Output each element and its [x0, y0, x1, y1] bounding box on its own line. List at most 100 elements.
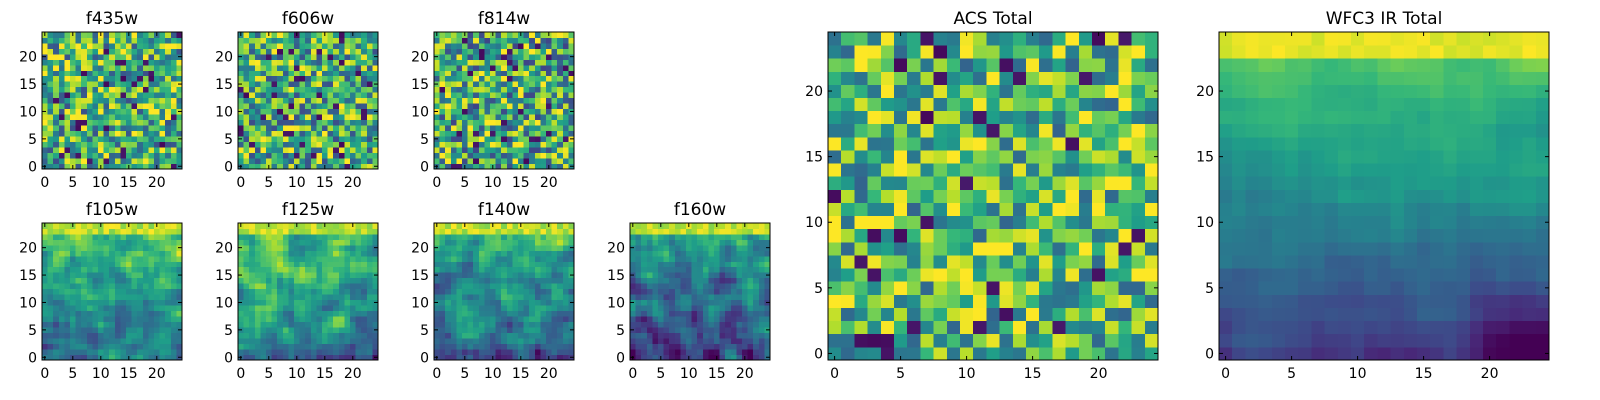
y-tick-label: 10	[411, 295, 429, 311]
heatmap-cell	[42, 283, 48, 290]
heatmap-cell	[854, 307, 868, 322]
heatmap-cell	[81, 316, 88, 323]
heatmap-cell	[42, 158, 48, 164]
heatmap-cell	[294, 108, 300, 115]
heatmap-cell	[445, 349, 452, 355]
heatmap-cell	[58, 97, 65, 104]
heatmap-cell	[165, 130, 172, 137]
heatmap-cell	[142, 244, 149, 251]
heatmap-cell	[310, 223, 317, 229]
heatmap-cell	[92, 136, 99, 142]
heatmap-cell	[841, 176, 855, 190]
heatmap-cell	[355, 233, 362, 240]
heatmap-cell	[372, 125, 379, 132]
heatmap-cell	[120, 272, 127, 279]
heatmap-cell	[551, 70, 558, 77]
heatmap-cell	[551, 48, 558, 55]
heatmap-cell	[512, 86, 519, 93]
heatmap-cell	[439, 75, 446, 82]
heatmap-cell	[907, 307, 921, 322]
heatmap-cell	[277, 327, 284, 333]
heatmap-cell	[170, 250, 177, 257]
heatmap-cell	[546, 86, 552, 93]
heatmap-cell	[841, 189, 855, 203]
heatmap-cell	[176, 288, 183, 295]
heatmap-cell	[120, 32, 127, 38]
heatmap-cell	[568, 64, 575, 71]
heatmap-cell	[148, 81, 155, 88]
heatmap-cell	[81, 92, 88, 99]
heatmap-cell	[238, 158, 244, 164]
heatmap-cell	[512, 272, 519, 279]
heatmap-cell	[467, 136, 474, 142]
heatmap-cell	[294, 272, 300, 279]
heatmap-cell	[1092, 163, 1106, 177]
heatmap-cell	[103, 255, 110, 262]
heatmap-cell	[366, 255, 373, 262]
heatmap-cell	[142, 147, 149, 153]
heatmap-cell	[271, 250, 278, 257]
heatmap-cell	[1105, 320, 1119, 335]
heatmap-cell	[557, 244, 564, 251]
heatmap-cell	[154, 305, 160, 312]
heatmap-cell	[271, 70, 278, 77]
heatmap-cell	[506, 239, 513, 246]
panel-title: f814w	[478, 9, 530, 29]
heatmap-cell	[81, 86, 88, 93]
heatmap-cell	[260, 125, 267, 132]
heatmap-cell	[305, 70, 312, 77]
heatmap-cell	[501, 233, 508, 240]
heatmap-cell	[708, 277, 715, 284]
heatmap-cell	[154, 294, 160, 301]
heatmap-cell	[70, 261, 76, 268]
heatmap-cell	[243, 239, 250, 246]
heatmap-cell	[86, 343, 93, 350]
heatmap-cell	[310, 141, 317, 148]
heatmap-cell	[646, 294, 653, 301]
heatmap-cell	[473, 119, 480, 126]
heatmap-cell	[64, 53, 71, 60]
heatmap-cell	[557, 158, 564, 164]
heatmap-cell	[170, 152, 177, 159]
heatmap-cell	[70, 86, 76, 93]
heatmap-cell	[120, 48, 127, 55]
heatmap-cell	[70, 272, 76, 279]
heatmap-cell	[1052, 255, 1066, 269]
heatmap-cell	[534, 255, 541, 262]
x-tick-label: 20	[540, 175, 558, 191]
heatmap-cell	[98, 114, 104, 121]
heatmap-cell	[1105, 307, 1119, 322]
heatmap-cell	[249, 141, 256, 148]
heatmap-cell	[366, 92, 373, 99]
heatmap-cell	[478, 163, 485, 170]
heatmap-cell	[708, 233, 715, 240]
heatmap-cell	[361, 92, 368, 99]
heatmap-cell	[894, 241, 908, 256]
heatmap-cell	[445, 163, 452, 170]
heatmap-cell	[109, 299, 116, 306]
heatmap-cell	[75, 244, 82, 251]
heatmap-cell	[658, 294, 664, 301]
heatmap-cell	[512, 163, 519, 170]
heatmap-cell	[946, 320, 961, 335]
heatmap-cell	[109, 48, 116, 55]
heatmap-cell	[288, 338, 295, 344]
heatmap-cell	[568, 119, 575, 126]
heatmap-cell	[467, 37, 474, 44]
heatmap-cell	[344, 163, 351, 170]
heatmap-cell	[64, 37, 71, 44]
heatmap-cell	[1052, 189, 1066, 203]
heatmap-cell	[1026, 176, 1040, 190]
heatmap-cell	[294, 299, 300, 306]
heatmap-cell	[764, 233, 771, 240]
heatmap-cell	[294, 321, 300, 328]
heatmap-cell	[282, 97, 289, 104]
heatmap-cell	[47, 158, 54, 164]
heatmap-cell	[243, 158, 250, 164]
heatmap-cell	[148, 141, 155, 148]
heatmap-cell	[243, 299, 250, 306]
heatmap-cell	[450, 272, 457, 279]
heatmap-cell	[344, 158, 351, 164]
heatmap-cell	[512, 81, 519, 88]
heatmap-cell	[747, 277, 754, 284]
